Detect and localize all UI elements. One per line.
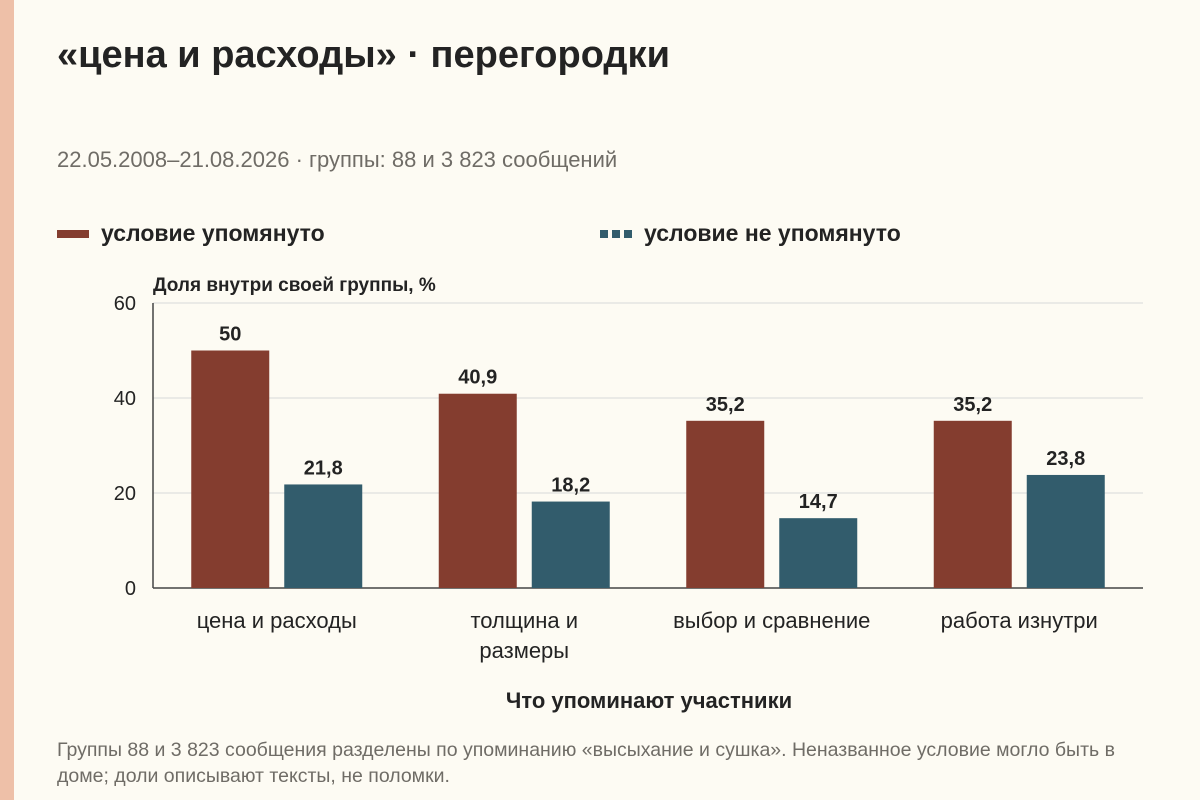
legend-label-not-mentioned: условие не упомянуто bbox=[644, 220, 901, 246]
legend-label-mentioned: условие упомянуто bbox=[101, 220, 325, 246]
x-tick-label: цена и расходы bbox=[197, 608, 357, 633]
bar-value-label: 21,8 bbox=[304, 457, 343, 479]
y-axis-title: Доля внутри своей группы, % bbox=[153, 275, 436, 296]
bar-not-mentioned bbox=[779, 518, 858, 588]
legend-item-not-mentioned: условие не упомянуто bbox=[600, 220, 901, 247]
bar-not-mentioned bbox=[284, 484, 363, 588]
legend-swatch-not-mentioned bbox=[600, 229, 632, 238]
x-tick-label: работа изнутри bbox=[941, 608, 1098, 633]
chart-title: «цена и расходы» · перегородки bbox=[57, 34, 670, 76]
y-tick-label: 20 bbox=[114, 483, 136, 505]
bar-mentioned bbox=[933, 420, 1012, 588]
legend-swatch-mentioned bbox=[57, 229, 89, 238]
bar-not-mentioned bbox=[1026, 474, 1105, 588]
y-tick-label: 60 bbox=[114, 293, 136, 315]
chart-subtitle: 22.05.2008–21.08.2026 · группы: 88 и 3 8… bbox=[57, 147, 618, 172]
footnote: Группы 88 и 3 823 сообщения разделены по… bbox=[57, 739, 1115, 787]
x-tick-label: толщина и bbox=[470, 608, 578, 633]
bar-mentioned bbox=[438, 393, 517, 588]
bar-value-label: 18,2 bbox=[551, 475, 590, 497]
left-accent-bar bbox=[0, 0, 14, 800]
bar-value-label: 35,2 bbox=[953, 394, 992, 416]
bar-not-mentioned bbox=[531, 501, 610, 588]
bar-mentioned bbox=[686, 420, 765, 588]
bar-mentioned bbox=[191, 350, 270, 588]
y-tick-label: 40 bbox=[114, 388, 136, 410]
y-tick-label: 0 bbox=[125, 578, 136, 600]
bar-value-label: 23,8 bbox=[1046, 448, 1085, 470]
x-tick-label: выбор и сравнение bbox=[673, 608, 870, 633]
labels: 0 20 40 60 50 21,8 цена и расходы 40,9 18,2 толщи… bbox=[114, 293, 1098, 663]
bar-value-label: 50 bbox=[219, 324, 241, 346]
x-axis-title: Что упоминают участники bbox=[506, 688, 792, 713]
bar-value-label: 40,9 bbox=[458, 367, 497, 389]
legend-item-mentioned: условие упомянуто bbox=[57, 220, 325, 247]
x-tick-label: размеры bbox=[479, 638, 569, 663]
bar-value-label: 35,2 bbox=[706, 394, 745, 416]
bar-value-label: 14,7 bbox=[799, 491, 838, 513]
bars bbox=[191, 350, 1105, 588]
